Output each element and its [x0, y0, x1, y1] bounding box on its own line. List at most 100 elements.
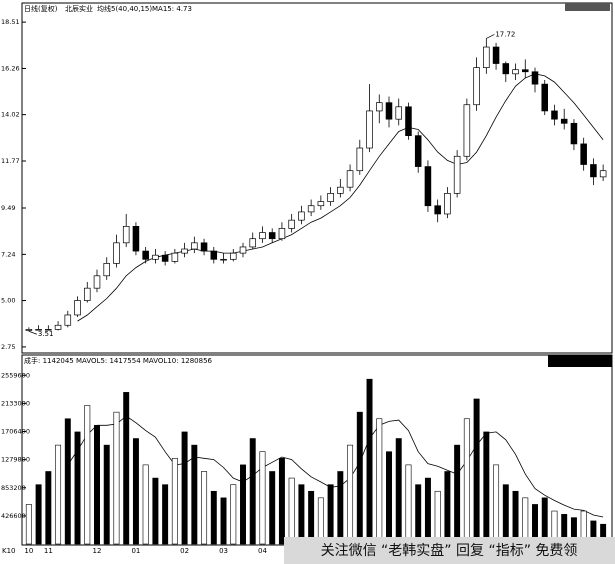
candle-body — [463, 104, 471, 157]
candle-body — [122, 225, 130, 244]
y-tick-label: 2559600 — [1, 371, 30, 379]
volume-bar — [405, 464, 412, 545]
y-tick-label: 9.49 — [1, 204, 15, 212]
y-tick-label: 1279800 — [1, 456, 30, 464]
volume-bar — [473, 398, 480, 545]
candle-body — [453, 155, 461, 194]
ma-value: MA15: 4.73 — [152, 5, 192, 13]
candle-body — [551, 110, 558, 120]
candle-body — [560, 118, 568, 124]
volume-bar — [45, 471, 52, 545]
volume-bar — [327, 484, 334, 545]
candle-body — [74, 300, 81, 316]
candle-body — [444, 193, 451, 215]
candle-body — [385, 102, 393, 120]
candle-body — [93, 275, 101, 289]
candle-body — [191, 242, 198, 250]
stock-name: 北辰实业 — [65, 4, 93, 13]
volume-bar — [288, 477, 295, 545]
y-tick-label: 853200 — [1, 484, 26, 492]
candle-body — [375, 102, 383, 112]
candle-body — [54, 324, 62, 330]
volume-bar — [278, 457, 285, 545]
high-pointer — [486, 34, 495, 39]
indicator: 均线5(40,40,15) — [97, 4, 152, 13]
high-label: 17.72 — [495, 30, 515, 38]
candle-body — [35, 329, 42, 331]
period: 日线(复权) — [24, 4, 58, 13]
candle-body — [424, 166, 432, 207]
x-tick-label: 02 — [180, 547, 189, 555]
x-tick-label: 01 — [131, 547, 140, 555]
volume-bar — [84, 405, 91, 545]
candle-body — [181, 248, 188, 254]
candle-body — [249, 238, 257, 248]
volume-bar — [444, 471, 451, 545]
candle-body — [142, 250, 149, 260]
volume-bar — [415, 484, 422, 545]
volume-bar — [230, 484, 237, 545]
y-tick-label: 2.75 — [1, 343, 15, 351]
candle-body — [132, 225, 140, 252]
toolbar-block — [565, 3, 610, 11]
price-panel — [21, 2, 613, 354]
volume-bar — [483, 431, 490, 545]
low-pointer — [28, 330, 37, 335]
volume-bar — [64, 418, 71, 545]
candle-body — [434, 205, 441, 215]
y-tick-label: 16.26 — [1, 64, 20, 72]
candle-body — [327, 193, 334, 202]
candle-body — [239, 246, 247, 254]
volume-bar — [201, 471, 208, 545]
candle-body — [103, 263, 111, 277]
candle-body — [210, 250, 218, 260]
volume-bar — [269, 471, 276, 545]
candle-body — [268, 232, 276, 240]
volume-bar — [347, 444, 354, 545]
candle-body — [356, 147, 364, 172]
x-tick-label: 11 — [44, 547, 53, 555]
watermark: 关注微信 “老韩实盘” 回复 “指标” 免费领 — [321, 542, 578, 559]
x-tick-label: 10 — [24, 547, 33, 555]
volume-bar — [240, 464, 246, 545]
volume-bar — [493, 464, 500, 545]
candle-body — [113, 242, 120, 264]
candle-body — [483, 46, 490, 68]
volume-bar — [249, 438, 256, 545]
candle-body — [83, 287, 91, 301]
volume-bar — [376, 418, 383, 545]
y-tick-label: 5.00 — [1, 297, 15, 305]
volume-bar — [181, 431, 188, 545]
y-tick-label: 426600 — [1, 512, 26, 520]
volume-header: 成手: 1142045 MAVOL5: 1417554 MAVOL10: 128… — [24, 356, 213, 365]
volume-bar — [366, 378, 373, 545]
volume-bar — [424, 477, 431, 545]
volume-bar — [395, 438, 402, 545]
moving-average — [67, 415, 604, 518]
candle-body — [531, 71, 539, 85]
candle-body — [64, 314, 72, 326]
volume-bar — [152, 477, 159, 545]
candle-body — [366, 110, 373, 149]
y-tick-label: 18.51 — [1, 18, 20, 26]
y-tick-label: 1706400 — [1, 428, 30, 436]
volume-bar — [259, 451, 266, 545]
volume-bar — [337, 471, 344, 545]
volume-bar — [386, 451, 392, 545]
candle-body — [337, 186, 344, 194]
y-tick-label: 14.02 — [1, 111, 20, 119]
candle-body — [200, 242, 208, 252]
candle-body — [259, 232, 266, 240]
volume-bar — [463, 418, 470, 545]
candle-body — [278, 228, 286, 240]
candle-body — [414, 135, 422, 167]
volume-bar — [298, 484, 305, 545]
candle-body — [405, 106, 412, 137]
volume-bar — [113, 411, 120, 545]
candle-body — [512, 69, 519, 75]
y-tick-label: 2133000 — [1, 399, 30, 407]
volume-bar — [55, 444, 62, 545]
volume-bar — [132, 438, 139, 545]
